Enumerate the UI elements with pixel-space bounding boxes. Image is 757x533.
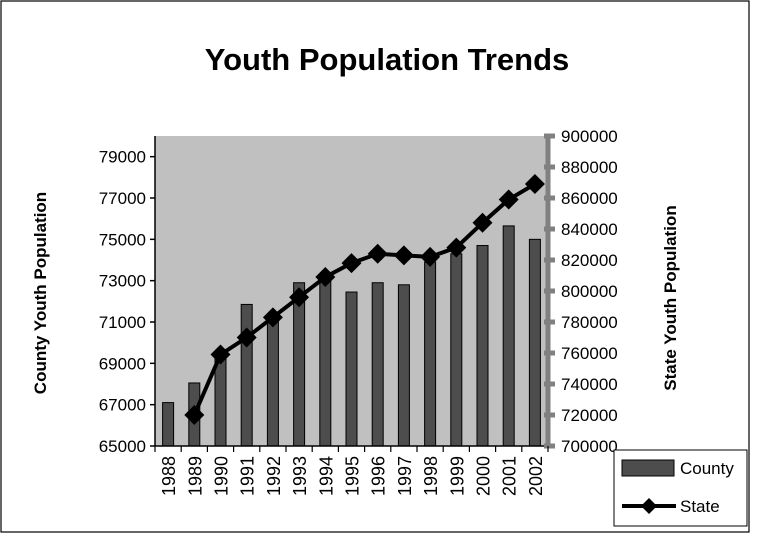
state-marker-1998: [420, 246, 441, 267]
right-tick-label: 760000: [561, 344, 618, 363]
x-tick-label: 2000: [474, 456, 494, 496]
state-marker-2000: [472, 212, 493, 233]
legend-county-swatch: [621, 459, 675, 477]
x-tick-label: 1989: [185, 456, 205, 496]
x-tick-label: 1996: [369, 456, 389, 496]
state-marker-2002: [524, 174, 545, 195]
x-tick-label: 1988: [159, 456, 179, 496]
county-bar-1996: [371, 282, 384, 447]
state-marker-1991: [236, 327, 257, 348]
state-marker-1990: [210, 344, 231, 365]
state-marker-1993: [289, 287, 310, 308]
state-marker-1992: [262, 307, 283, 328]
x-axis-ticks: 1988 1989 1990 1991 1992 1993 1994 1995 1996 1997…: [154, 446, 549, 496]
right-tick-label: 880000: [561, 158, 618, 177]
left-tick-label: 75000: [99, 230, 146, 249]
county-bar-2001: [502, 225, 515, 447]
x-tick-label: 2002: [526, 456, 546, 496]
left-tick-label: 77000: [99, 189, 146, 208]
legend: County State: [613, 449, 748, 527]
state-line: [184, 174, 545, 425]
county-bar-1997: [397, 284, 410, 447]
x-tick-label: 1998: [421, 456, 441, 496]
left-tick-label: 79000: [99, 148, 146, 167]
county-bar-2002: [528, 238, 541, 447]
right-tick-label: 840000: [561, 220, 618, 239]
county-bar-1995: [345, 291, 358, 447]
right-tick-label: 700000: [561, 437, 618, 456]
right-tick-label: 820000: [561, 251, 618, 270]
state-marker-2001: [498, 189, 519, 210]
county-bar-1998: [424, 261, 437, 447]
x-tick-label: 1999: [447, 456, 467, 496]
legend-state-label: State: [680, 497, 720, 516]
x-tick-label: 2001: [500, 456, 520, 496]
x-tick-label: 1993: [290, 456, 310, 496]
right-tick-label: 740000: [561, 375, 618, 394]
left-tick-label: 67000: [99, 396, 146, 415]
county-bar-1994: [319, 278, 332, 447]
left-tick-label: 65000: [99, 437, 146, 456]
x-tick-label: 1990: [212, 456, 232, 496]
right-tick-label: 800000: [561, 282, 618, 301]
left-tick-label: 73000: [99, 272, 146, 291]
state-marker-1989: [184, 405, 205, 425]
legend-state-marker: [641, 498, 657, 514]
legend-county-label: County: [680, 459, 734, 478]
left-tick-label: 71000: [99, 313, 146, 332]
county-bar-2000: [476, 245, 489, 447]
right-axis-ticks: 700000 720000 740000 760000 780000 800000 8200…: [544, 127, 618, 456]
county-bar-1988: [162, 402, 175, 447]
right-tick-label: 720000: [561, 406, 618, 425]
right-axis-label: State Youth Population: [661, 205, 680, 390]
left-axis-label: County Youth Population: [31, 192, 50, 394]
x-tick-label: 1997: [395, 456, 415, 496]
x-tick-label: 1991: [238, 456, 258, 496]
state-marker-1995: [341, 253, 362, 274]
county-bar-1999: [450, 253, 463, 447]
county-bar-1991: [240, 303, 253, 447]
state-marker-1996: [367, 243, 388, 264]
x-tick-label: 1994: [316, 456, 336, 496]
county-bar-1993: [293, 282, 306, 447]
right-tick-label: 780000: [561, 313, 618, 332]
state-marker-1999: [446, 237, 467, 258]
right-tick-label: 860000: [561, 189, 618, 208]
state-marker-1994: [315, 267, 336, 288]
state-marker-1997: [393, 245, 414, 266]
x-tick-label: 1992: [264, 456, 284, 496]
left-axis-ticks: 65000 67000 69000 71000 73000 75000 77000 79000: [99, 148, 155, 456]
county-bar-1992: [266, 314, 279, 447]
chart-title: Youth Population Trends: [205, 42, 570, 77]
left-tick-label: 69000: [99, 354, 146, 373]
right-tick-label: 900000: [561, 127, 618, 146]
x-tick-label: 1995: [343, 456, 363, 496]
